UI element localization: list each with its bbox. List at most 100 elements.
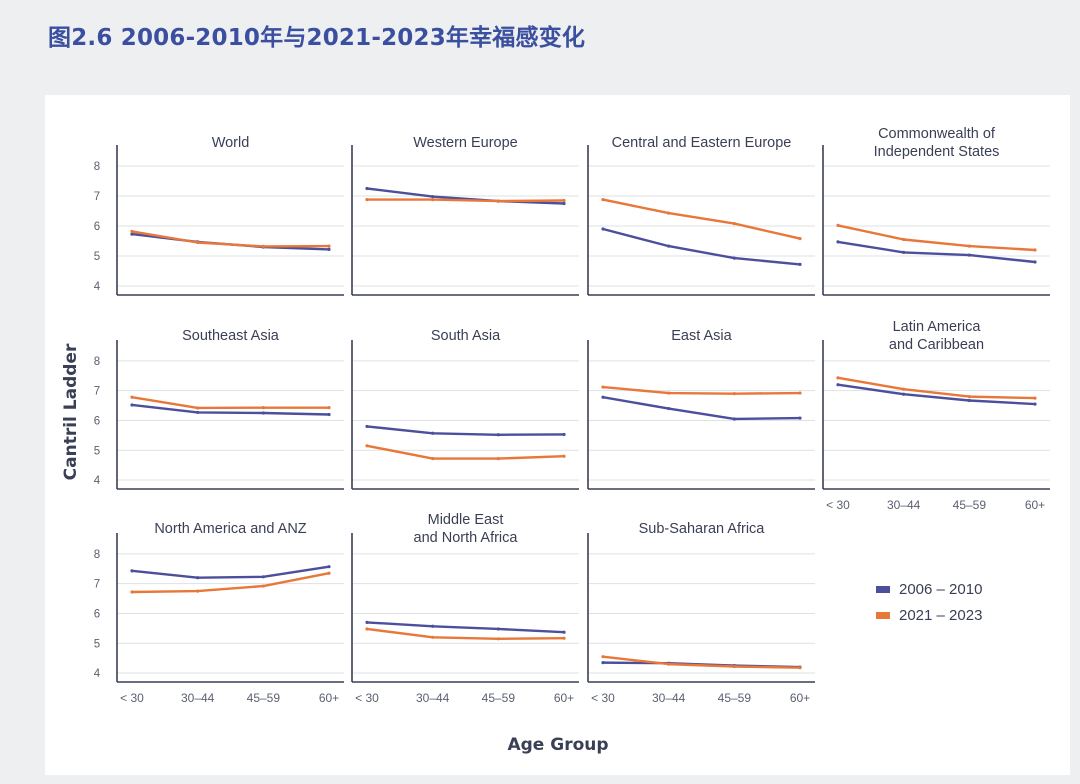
- series-line: [837, 376, 1036, 400]
- panel-title: Sub-Saharan Africa: [639, 521, 766, 537]
- data-point: [836, 240, 840, 244]
- panel-title: Southeast Asia: [182, 328, 280, 344]
- data-point: [130, 395, 134, 399]
- panel-title: East Asia: [671, 328, 732, 344]
- legend-swatch: [876, 586, 890, 593]
- data-point: [431, 635, 435, 639]
- data-point: [496, 199, 500, 203]
- data-point: [130, 569, 134, 573]
- chart-panel: East Asia: [587, 328, 815, 490]
- data-point: [667, 391, 671, 395]
- data-point: [902, 250, 906, 254]
- data-point: [130, 590, 134, 594]
- data-point: [902, 387, 906, 391]
- series-line: [131, 565, 330, 579]
- series-line: [366, 627, 565, 640]
- series-line: [131, 403, 330, 416]
- data-point: [431, 624, 435, 628]
- data-point: [601, 198, 605, 202]
- data-point: [261, 584, 265, 588]
- data-point: [732, 417, 736, 421]
- data-point: [196, 589, 200, 593]
- y-tick-label: 5: [94, 251, 100, 263]
- data-point: [327, 406, 331, 410]
- series-line: [366, 187, 565, 205]
- series-line: [602, 385, 801, 395]
- y-tick-label: 4: [94, 475, 101, 487]
- data-point: [601, 227, 605, 231]
- data-point: [601, 395, 605, 399]
- chart-panel: Latin America and Caribbean < 30 30–44 45–59…: [822, 319, 1050, 512]
- data-point: [601, 655, 605, 659]
- y-tick-label: 5: [94, 445, 100, 457]
- data-point: [667, 662, 671, 666]
- data-point: [967, 253, 971, 257]
- series-line: [837, 383, 1036, 406]
- data-point: [196, 240, 200, 245]
- series-line: [837, 224, 1036, 252]
- data-point: [967, 244, 971, 248]
- legend-swatch: [876, 612, 890, 619]
- data-point: [365, 198, 369, 202]
- chart-panel: Commonwealth of Independent States: [822, 126, 1050, 296]
- chart-panel: Middle East and North Africa < 30 30–44 45–5…: [351, 512, 579, 705]
- series-line: [366, 444, 565, 460]
- panel-title: and North Africa: [414, 530, 519, 546]
- data-point: [836, 383, 840, 387]
- data-point: [967, 398, 971, 403]
- x-tick-label: 45–59: [718, 691, 752, 705]
- chart-panel: Southeast Asia 8 7 6 5 4: [94, 328, 344, 490]
- panel-title: Latin America: [893, 319, 982, 335]
- y-tick-label: 7: [94, 386, 100, 398]
- panel-title: and Caribbean: [889, 337, 984, 353]
- data-point: [365, 627, 369, 631]
- data-point: [496, 637, 500, 641]
- x-tick-label: 30–44: [652, 691, 686, 705]
- data-point: [1033, 402, 1037, 406]
- x-tick-label: < 30: [591, 691, 615, 705]
- data-point: [732, 222, 736, 226]
- y-tick-label: 7: [94, 579, 100, 591]
- data-point: [327, 565, 331, 569]
- x-tick-label: < 30: [826, 498, 850, 512]
- data-point: [798, 416, 802, 420]
- data-point: [562, 454, 566, 458]
- panel-title: South Asia: [431, 328, 501, 344]
- x-tick-label: 30–44: [181, 691, 215, 705]
- series-line: [602, 396, 801, 421]
- x-tick-label: < 30: [120, 691, 144, 705]
- data-point: [327, 244, 331, 248]
- data-point: [967, 395, 971, 399]
- data-point: [130, 232, 134, 236]
- series-line: [366, 621, 565, 634]
- data-point: [1033, 260, 1037, 264]
- data-point: [496, 627, 500, 631]
- x-tick-label: 45–59: [247, 691, 281, 705]
- y-tick-label: 8: [94, 356, 100, 368]
- page-title: 图2.6 2006-2010年与2021-2023年幸福感变化: [48, 25, 586, 51]
- x-tick-label: 45–59: [953, 498, 987, 512]
- data-point: [196, 576, 200, 580]
- data-point: [562, 432, 566, 437]
- data-point: [261, 575, 265, 579]
- series-line: [366, 425, 565, 436]
- series-line: [837, 240, 1036, 264]
- data-point: [365, 186, 369, 191]
- data-point: [327, 247, 331, 251]
- data-point: [732, 256, 736, 260]
- x-tick-label: < 30: [355, 691, 379, 705]
- panel-title: North America and ANZ: [154, 521, 306, 537]
- data-point: [327, 412, 331, 417]
- data-point: [196, 406, 200, 410]
- data-point: [1033, 396, 1037, 400]
- x-tick-label: 60+: [319, 691, 339, 705]
- data-point: [261, 411, 265, 415]
- x-tick-label: 45–59: [482, 691, 516, 705]
- panel-title: Western Europe: [413, 135, 518, 151]
- data-point: [601, 385, 605, 389]
- data-point: [902, 392, 906, 396]
- chart-panel: North America and ANZ 8 7 6 5 4 < 30 30–44 45–59…: [94, 521, 344, 705]
- y-tick-label: 8: [94, 161, 100, 173]
- data-point: [365, 620, 369, 625]
